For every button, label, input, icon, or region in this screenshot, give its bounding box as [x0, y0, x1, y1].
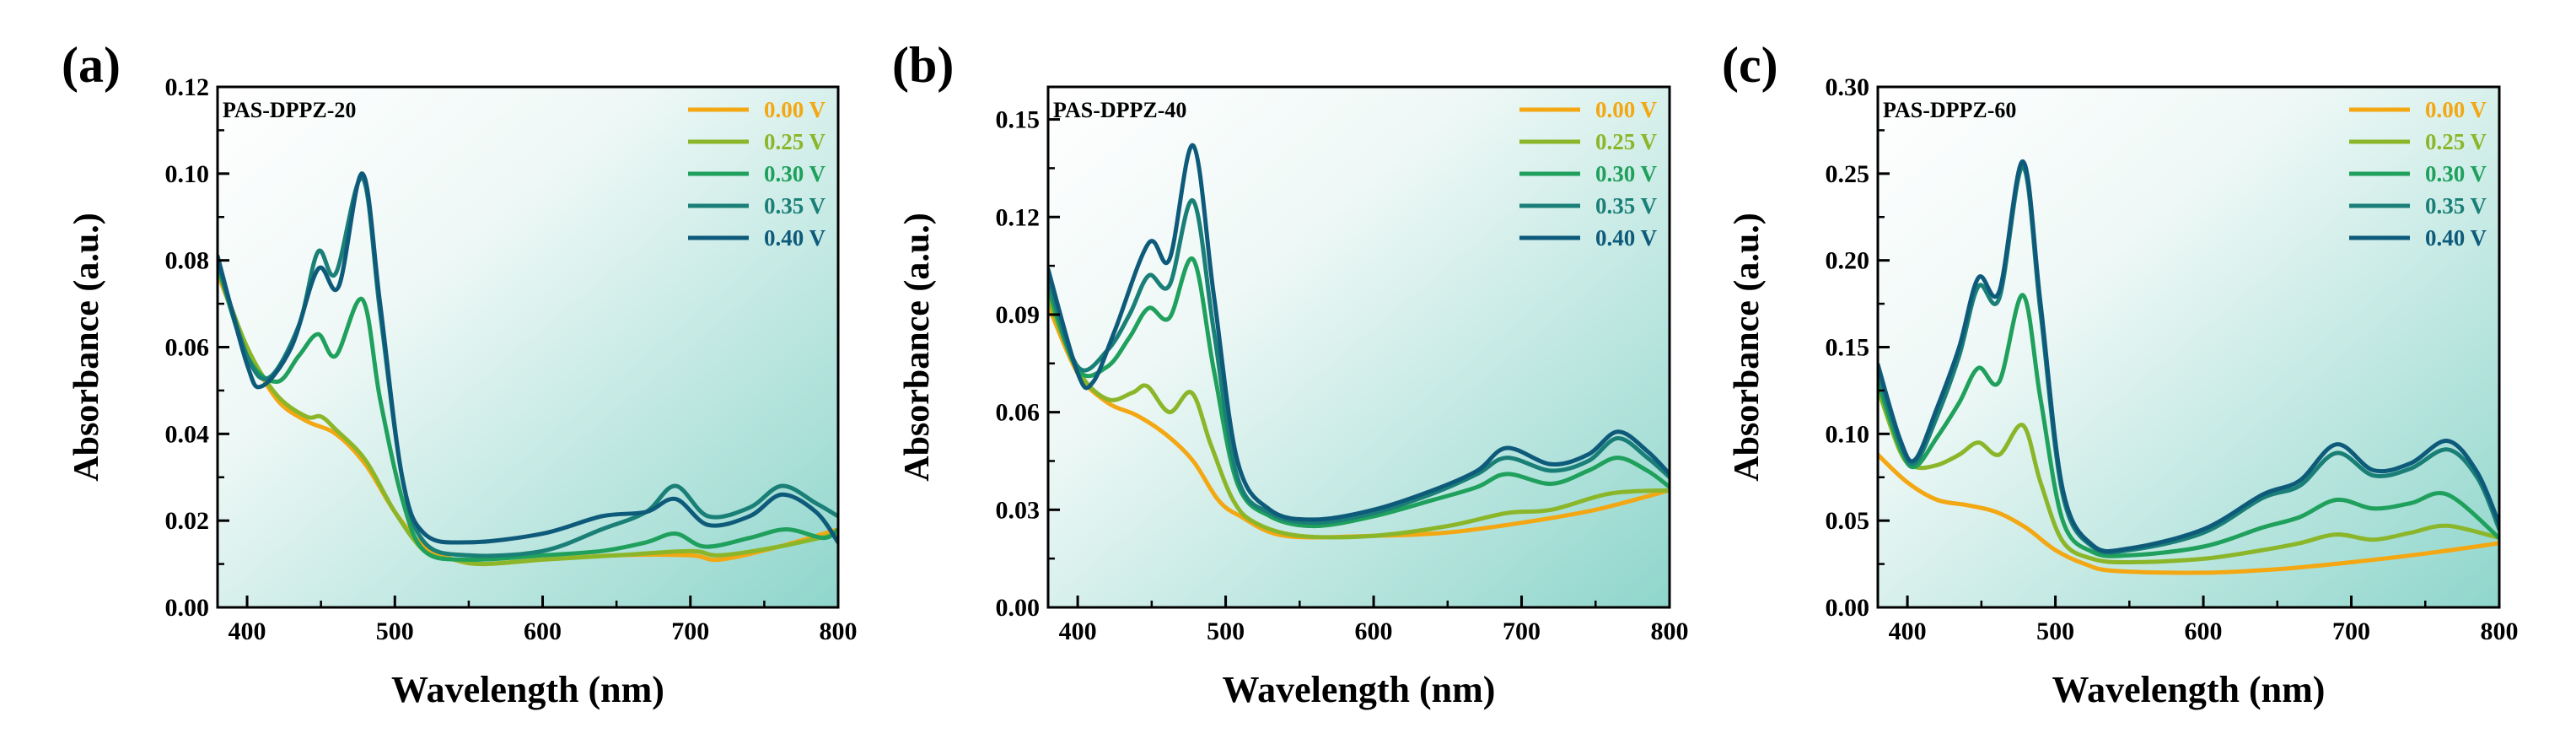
- plot-background: [1878, 87, 2499, 607]
- x-axis-label: Wavelength (nm): [2052, 669, 2326, 710]
- series-line-000: [1048, 302, 1670, 540]
- plot-background: [218, 87, 838, 607]
- panel-label: (a): [62, 37, 121, 93]
- y-axis-label: Absorbance (a.u.): [67, 213, 106, 482]
- x-tick-label: 700: [671, 617, 709, 645]
- legend-label: 0.00 V: [764, 97, 826, 122]
- y-tick-label: 0.06: [165, 334, 210, 362]
- y-tick-label: 0.00: [996, 594, 1041, 622]
- legend-label: 0.25 V: [764, 129, 826, 154]
- x-tick-label: 700: [2332, 617, 2370, 645]
- legend-label: 0.30 V: [2425, 161, 2487, 186]
- chart-title: PAS-DPPZ-20: [223, 98, 356, 122]
- chart-title: PAS-DPPZ-40: [1053, 98, 1186, 122]
- x-tick-label: 400: [229, 617, 266, 645]
- chart-title: PAS-DPPZ-60: [1883, 98, 2016, 122]
- series-line-030: [218, 262, 838, 563]
- y-tick-label: 0.02: [165, 507, 210, 535]
- series-group: [1048, 143, 1670, 540]
- y-tick-label: 0.25: [1826, 160, 1870, 188]
- x-tick-label: 800: [820, 617, 858, 645]
- y-tick-label: 0.09: [996, 301, 1041, 329]
- y-tick-label: 0.10: [165, 160, 210, 188]
- legend-label: 0.00 V: [1595, 97, 1658, 122]
- y-tick-label: 0.30: [1826, 73, 1870, 101]
- x-tick-label: 500: [1207, 617, 1245, 645]
- series-group: [218, 171, 838, 567]
- y-tick-label: 0.15: [996, 106, 1041, 134]
- x-tick-label: 400: [1059, 617, 1097, 645]
- series-line-040: [1878, 159, 2499, 554]
- x-tick-label: 600: [1355, 617, 1393, 645]
- legend-label: 0.00 V: [2425, 97, 2487, 122]
- legend-label: 0.35 V: [764, 193, 826, 218]
- x-tick-label: 500: [376, 617, 414, 645]
- legend-label: 0.30 V: [764, 161, 826, 186]
- series-line-030: [1878, 293, 2499, 558]
- chart-panel-2: 400 500 600 700 800 0.00 0.03 0.06 0.09 0.12 0.15 W…: [892, 37, 1689, 710]
- y-axis-label: Absorbance (a.u.): [1728, 213, 1767, 482]
- legend-label: 0.35 V: [2425, 193, 2487, 218]
- y-tick-label: 0.00: [1826, 594, 1870, 622]
- legend-label: 0.40 V: [2425, 225, 2487, 251]
- legend-label: 0.40 V: [1595, 225, 1658, 251]
- x-axis-label: Wavelength (nm): [391, 669, 664, 710]
- x-tick-label: 400: [1889, 617, 1927, 645]
- x-tick-label: 800: [1651, 617, 1689, 645]
- series-line-025: [1878, 386, 2499, 564]
- chart-panel-1: 400 500 600 700 800 0.00 0.02 0.04 0.06 0.08 0.10 0…: [62, 37, 858, 710]
- x-tick-label: 700: [1503, 617, 1541, 645]
- legend-label: 0.35 V: [1595, 193, 1658, 218]
- series-line-025: [1048, 296, 1670, 540]
- y-tick-label: 0.12: [996, 203, 1041, 231]
- y-tick-label: 0.00: [165, 594, 210, 622]
- y-tick-label: 0.20: [1826, 247, 1870, 275]
- y-tick-label: 0.15: [1826, 334, 1870, 362]
- legend-label: 0.40 V: [764, 225, 826, 251]
- x-axis-label: Wavelength (nm): [1223, 669, 1496, 710]
- y-tick-label: 0.08: [165, 247, 210, 275]
- plot-background: [1048, 87, 1670, 607]
- legend-label: 0.25 V: [2425, 129, 2487, 154]
- plot-frame: [1046, 85, 1671, 609]
- y-tick-label: 0.05: [1826, 507, 1870, 535]
- x-tick-label: 800: [2481, 617, 2519, 645]
- series-line-040: [1048, 143, 1670, 522]
- x-tick-label: 600: [524, 617, 562, 645]
- legend-label: 0.30 V: [1595, 161, 1658, 186]
- x-tick-label: 600: [2185, 617, 2223, 645]
- series-line-035: [1048, 198, 1670, 526]
- y-tick-label: 0.03: [996, 496, 1041, 524]
- series-line-040: [218, 171, 838, 545]
- y-tick-label: 0.04: [165, 420, 210, 448]
- y-tick-label: 0.06: [996, 399, 1041, 427]
- series-line-030: [1048, 256, 1670, 529]
- y-tick-label: 0.12: [165, 73, 210, 101]
- x-tick-label: 500: [2036, 617, 2074, 645]
- legend-label: 0.25 V: [1595, 129, 1658, 154]
- series-line-000: [1878, 452, 2499, 575]
- y-tick-label: 0.10: [1826, 420, 1870, 448]
- chart-panel-3: 400 500 600 700 800 0.00 0.05 0.10 0.15 0.20 0.25 0…: [1722, 37, 2519, 710]
- panel-label: (c): [1722, 37, 1778, 93]
- panel-label: (b): [892, 37, 954, 93]
- y-axis-label: Absorbance (a.u.): [898, 213, 937, 482]
- series-group: [1878, 159, 2499, 575]
